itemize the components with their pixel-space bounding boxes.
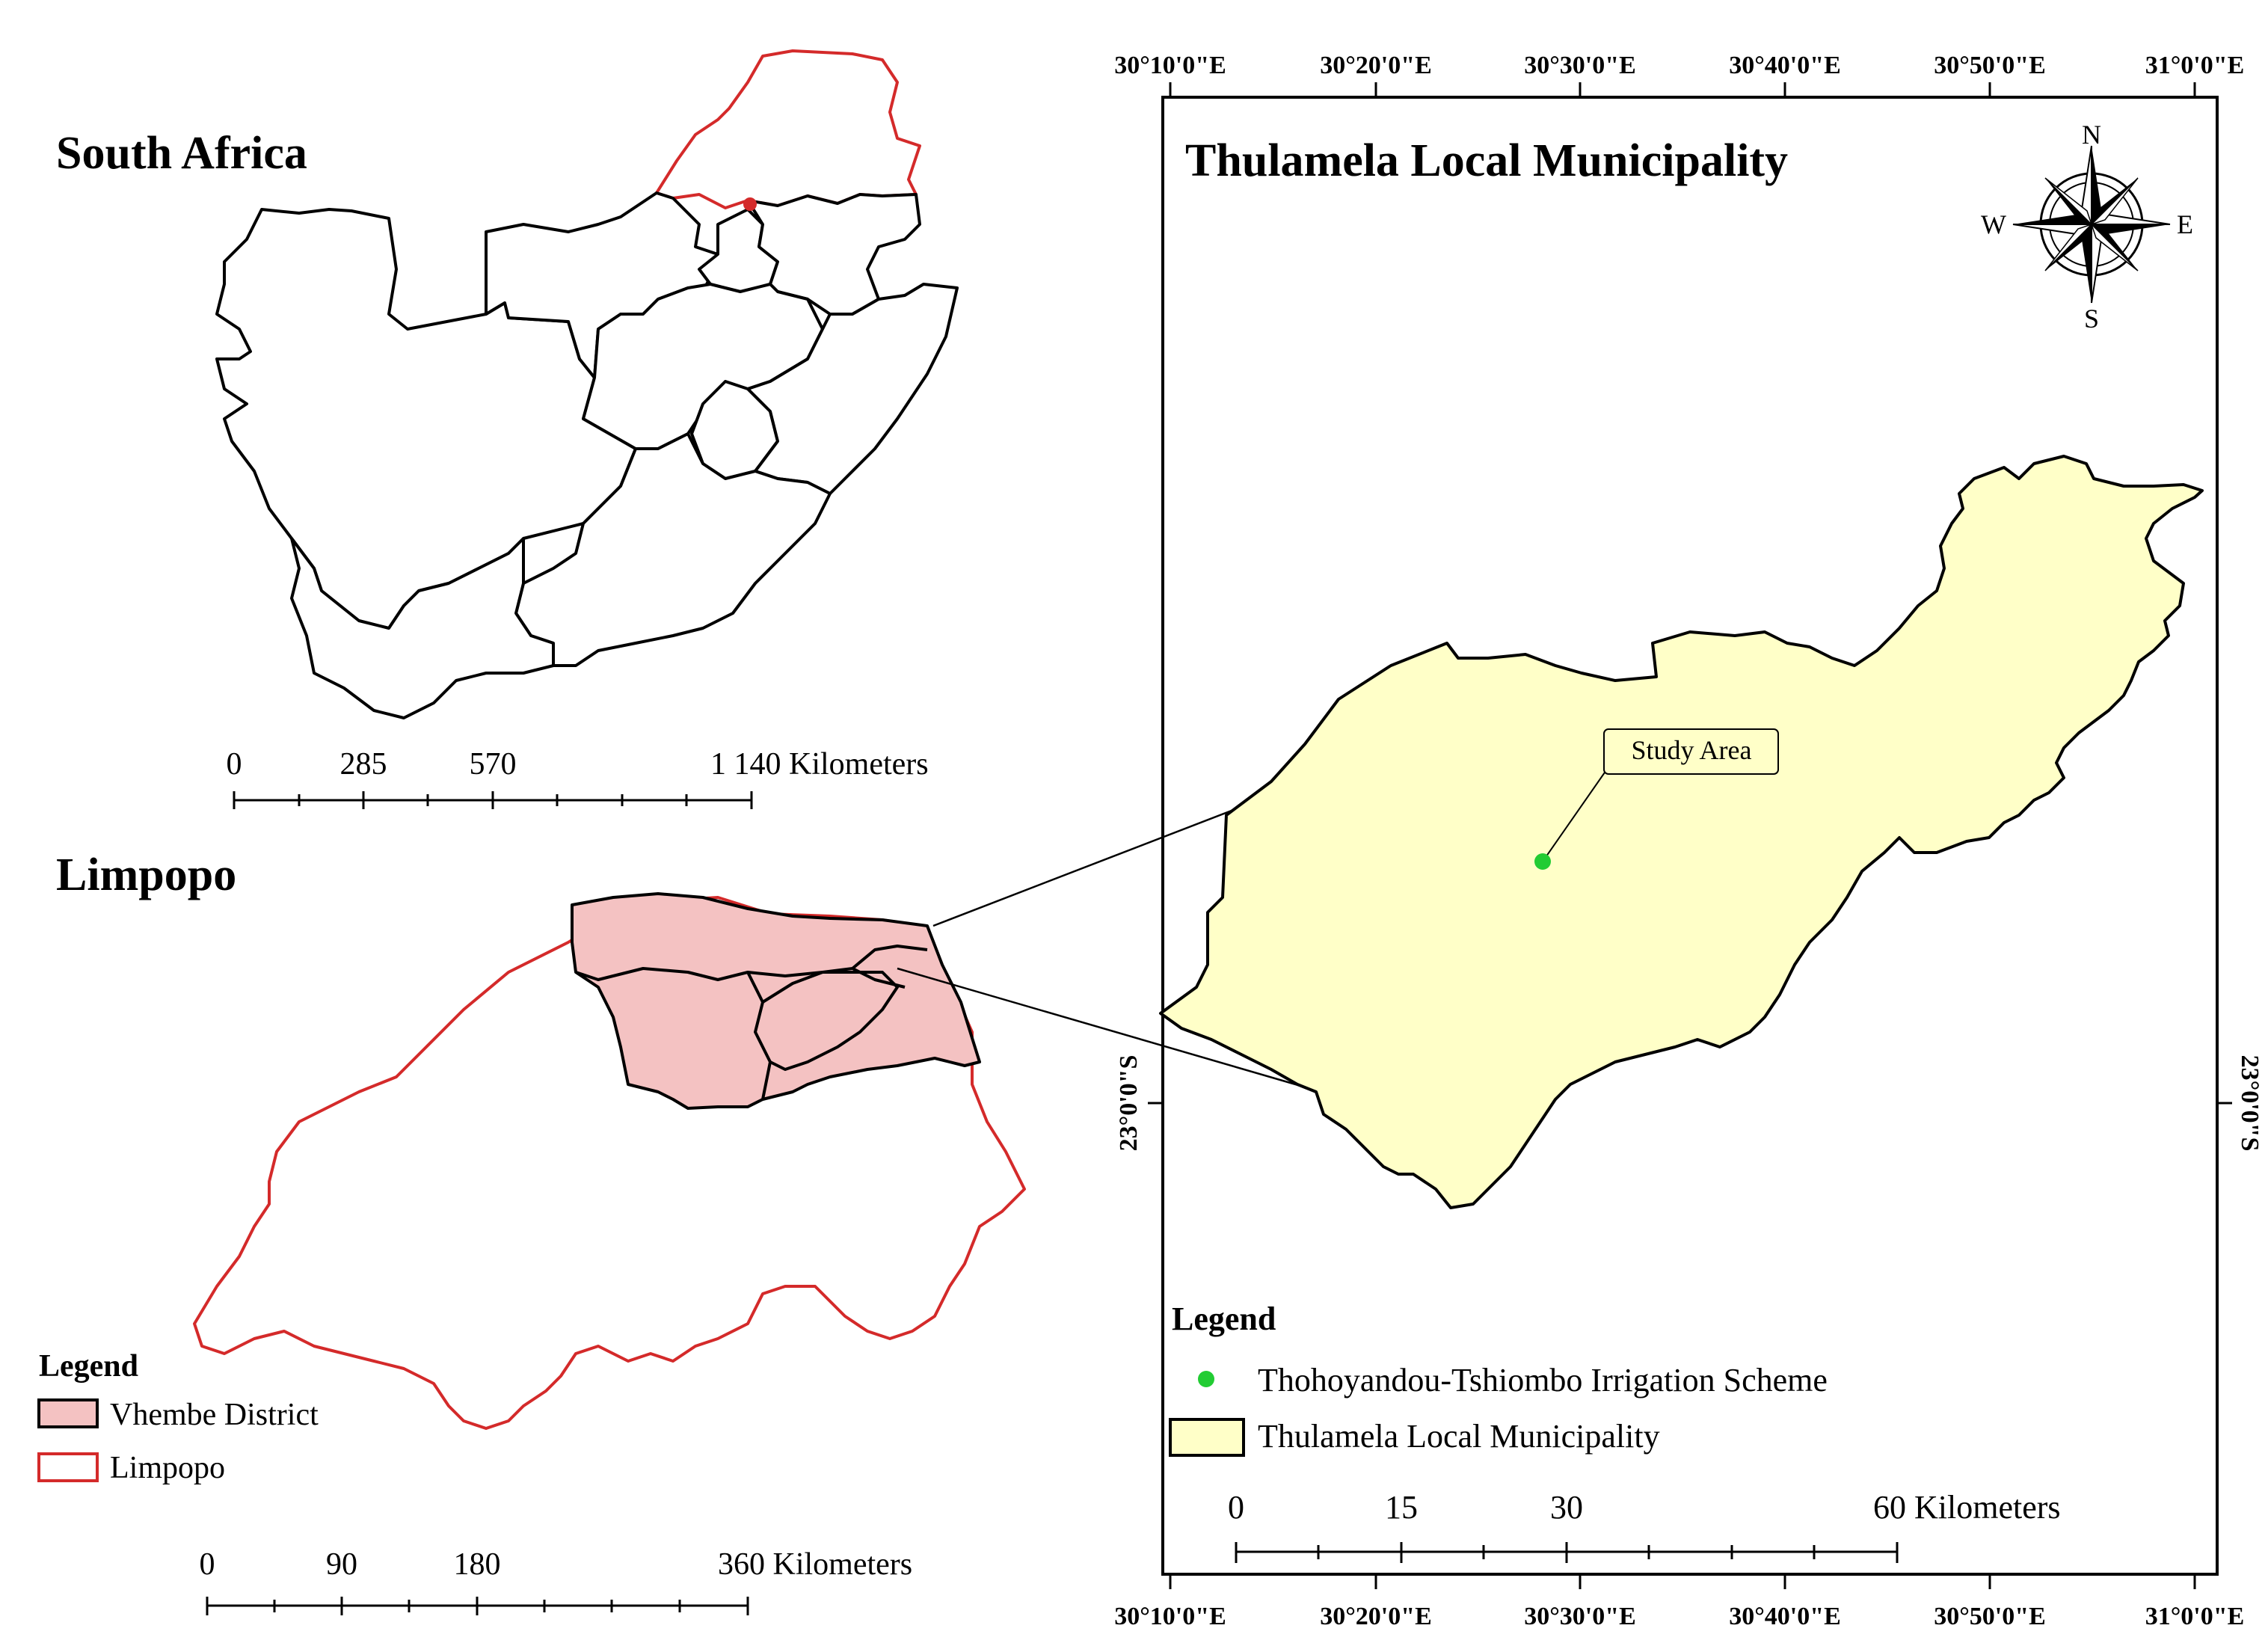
sa-scale-label-3: 1 140 Kilometers <box>710 747 929 782</box>
compass-w: W <box>1981 209 2006 239</box>
thulamela-scale-label-3: 60 Kilometers <box>1873 1489 2061 1526</box>
south-africa-panel: South Africa 0 <box>56 49 959 809</box>
coord-bottom-4: 30°50'0"E <box>1934 1603 2046 1630</box>
coord-bottom-0: 30°10'0"E <box>1114 1603 1226 1630</box>
thulamela-scale-bar: 0 15 30 60 Kilometers <box>1228 1489 2061 1563</box>
sa-eastern-cape <box>514 432 832 667</box>
limpopo-scale-label-2: 180 <box>454 1547 501 1582</box>
compass-n: N <box>2082 120 2101 150</box>
compass-s: S <box>2084 304 2099 334</box>
vhembe-municipalities <box>575 945 928 1100</box>
thulamela-frame <box>1161 96 2219 1576</box>
limpopo-scale-label-1: 90 <box>326 1547 357 1582</box>
vhembe-district <box>571 892 981 1110</box>
limpopo-legend-label: Limpopo <box>110 1451 225 1485</box>
sa-limpopo-province <box>655 49 921 209</box>
sa-scale-label-1: 285 <box>340 747 387 782</box>
zoom-connector-lines <box>897 808 1317 1092</box>
limpopo-scale-label-3: 360 Kilometers <box>718 1547 912 1582</box>
sa-western-cape <box>290 537 555 719</box>
thulamela-panel: 30°10'0"E 30°20'0"E 30°30'0"E 30°40'0"E … <box>1114 52 2264 1630</box>
limpopo-scale-label-0: 0 <box>200 1547 215 1582</box>
point-icon <box>1198 1371 1214 1387</box>
vhembe-legend-swatch <box>37 1398 99 1428</box>
thulamela-legend-swatch <box>1169 1418 1245 1457</box>
coord-top-0: 30°10'0"E <box>1114 52 1226 79</box>
coord-top-5: 31°0'0"E <box>2145 52 2245 79</box>
coord-bottom-3: 30°40'0"E <box>1729 1603 1841 1630</box>
coord-right: 23°0'0"S <box>2236 1055 2264 1152</box>
thulamela-legend-label: Thulamela Local Municipality <box>1258 1418 1660 1455</box>
scheme-legend-label: Thohoyandou-Tshiombo Irrigation Scheme <box>1258 1362 1828 1398</box>
study-area-callout-box <box>1603 728 1779 775</box>
coord-bottom-5: 31°0'0"E <box>2145 1603 2245 1630</box>
sa-scale-label-2: 570 <box>470 747 517 782</box>
coord-top-2: 30°30'0"E <box>1524 52 1636 79</box>
sa-scale-label-0: 0 <box>227 747 242 782</box>
limpopo-legend-title: Legend <box>39 1349 138 1384</box>
thulamela-scale-label-1: 15 <box>1385 1489 1418 1526</box>
coord-top-3: 30°40'0"E <box>1729 52 1841 79</box>
thulamela-legend-title: Legend <box>1172 1301 1276 1337</box>
coord-top-1: 30°20'0"E <box>1320 52 1432 79</box>
sa-vhembe-marker <box>743 197 757 211</box>
south-africa-title: South Africa <box>56 128 307 179</box>
limpopo-panel: Limpopo Legend Vhembe District Limpopo <box>37 850 1026 1615</box>
thulamela-title: Thulamela Local Municipality <box>1185 135 1788 186</box>
thulamela-scale-label-0: 0 <box>1228 1489 1244 1526</box>
compass-e: E <box>2177 209 2193 239</box>
limpopo-legend: Legend Vhembe District Limpopo <box>37 1349 319 1485</box>
vhembe-legend-label: Vhembe District <box>110 1398 319 1432</box>
limpopo-title: Limpopo <box>56 850 236 900</box>
thulamela-municipality <box>1159 455 2204 1209</box>
thulamela-legend: Legend Thohoyandou-Tshiombo Irrigation S… <box>1169 1301 1828 1457</box>
sa-mpumalanga <box>746 193 921 316</box>
coord-top-4: 30°50'0"E <box>1934 52 2046 79</box>
coord-left: 23°0'0"S <box>1115 1055 1143 1152</box>
limpopo-scale-bar: 0 90 180 360 Kilometers <box>200 1547 912 1615</box>
compass-rose-icon: N S E W <box>1981 120 2193 334</box>
coord-bottom-1: 30°20'0"E <box>1320 1603 1432 1630</box>
limpopo-legend-swatch <box>37 1452 99 1482</box>
thulamela-scale-label-2: 30 <box>1550 1489 1583 1526</box>
callout-leader <box>1542 770 1607 862</box>
study-area-callout-text: Study Area <box>1632 735 1752 765</box>
study-area-point <box>1534 853 1551 870</box>
graticule-ticks <box>1148 82 2232 1589</box>
coord-bottom-2: 30°30'0"E <box>1524 1603 1636 1630</box>
sa-scale-bar: 0 285 570 1 140 Kilometers <box>227 747 929 809</box>
